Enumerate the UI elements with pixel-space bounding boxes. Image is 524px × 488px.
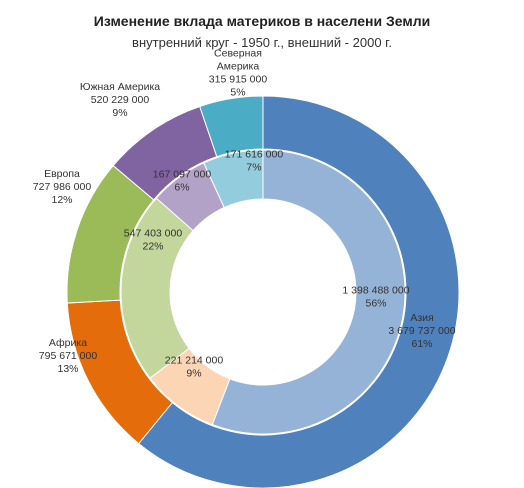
inner-percent-label-3: 22% bbox=[142, 241, 163, 253]
outer-percent-label-3: 12% bbox=[51, 194, 72, 206]
outer-value-label-3: 727 986 000 bbox=[33, 181, 92, 193]
outer-category-label-4: Южная Америка bbox=[80, 81, 160, 93]
outer-percent-label-4: 9% bbox=[112, 107, 127, 119]
inner-slice-5 bbox=[203, 149, 264, 209]
inner-slice-1 bbox=[211, 149, 406, 435]
outer-category-label-1: Азия bbox=[410, 312, 433, 324]
inner-percent-label-2: 9% bbox=[186, 368, 201, 380]
outer-category-label-5: Америка bbox=[217, 61, 260, 73]
inner-value-label-2: 221 214 000 bbox=[165, 355, 224, 367]
outer-category-label-2: Африка bbox=[49, 337, 87, 349]
inner-percent-label-4: 6% bbox=[174, 182, 189, 194]
inner-value-label-5: 171 616 000 bbox=[225, 149, 284, 161]
outer-percent-label-5: 5% bbox=[230, 87, 245, 99]
inner-value-label-3: 547 403 000 bbox=[124, 228, 183, 240]
outer-value-label-2: 795 671 000 bbox=[39, 350, 98, 362]
outer-value-label-5: 315 915 000 bbox=[209, 74, 268, 86]
outer-percent-label-2: 13% bbox=[57, 363, 78, 375]
outer-category-label-5: Северная bbox=[214, 48, 262, 60]
inner-value-label-4: 167 097 000 bbox=[153, 169, 212, 181]
inner-value-label-1: 1 398 488 000 bbox=[342, 285, 409, 297]
inner-percent-label-5: 7% bbox=[246, 162, 261, 174]
chart-title: Изменение вклада материков в населени Зе… bbox=[94, 13, 430, 29]
outer-category-label-3: Европа bbox=[44, 168, 80, 180]
chart-subtitle: внутренний круг - 1950 г., внешний - 200… bbox=[132, 35, 392, 50]
inner-percent-label-1: 56% bbox=[365, 298, 386, 310]
outer-slice-1 bbox=[138, 95, 460, 488]
outer-value-label-4: 520 229 000 bbox=[91, 94, 150, 106]
outer-slice-5 bbox=[199, 95, 264, 158]
outer-value-label-1: 3 679 737 000 bbox=[388, 325, 455, 337]
outer-percent-label-1: 61% bbox=[411, 338, 432, 350]
slices bbox=[66, 95, 460, 488]
